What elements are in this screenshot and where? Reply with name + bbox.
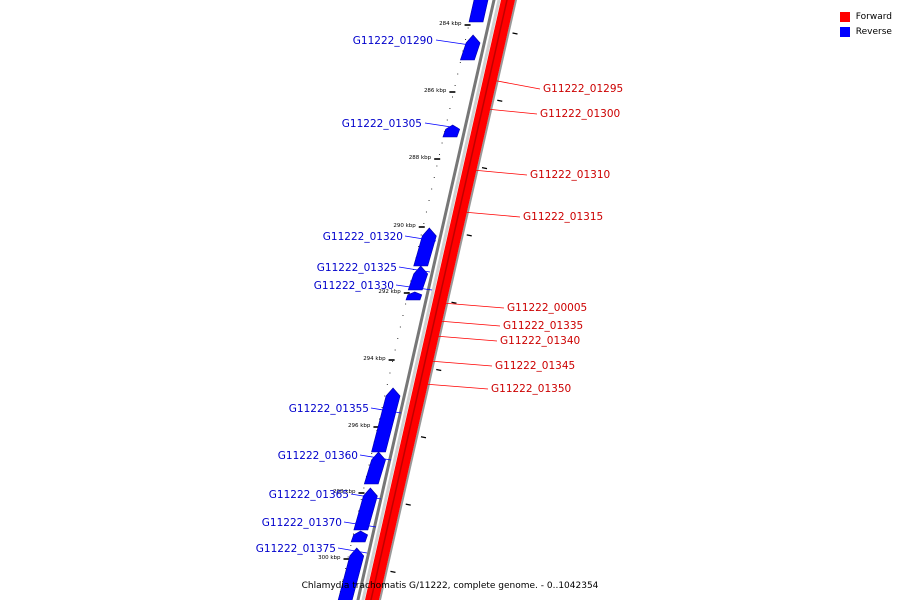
reverse-gene-label: G11222_01320: [323, 231, 403, 243]
forward-leader-line: [462, 211, 521, 218]
forward-gene-label: G11222_01345: [495, 360, 575, 372]
reverse-gene-label: G11222_01305: [342, 118, 422, 130]
reverse-gene-arrow: [371, 387, 401, 453]
reverse-leader-line: [398, 266, 431, 273]
right-tick: [451, 301, 457, 304]
reverse-gene-arrow: [405, 291, 423, 301]
reverse-gene-arrow: [350, 530, 368, 543]
forward-strand-band: [364, 0, 515, 600]
legend-label-reverse: Reverse: [855, 26, 892, 37]
reverse-gene-label: G11222_01360: [278, 450, 358, 462]
tick-label: 286 kbp: [424, 88, 447, 94]
forward-gene-label: G11222_00005: [507, 302, 587, 314]
reverse-gene-arrow: [413, 227, 437, 267]
forward-leader-line: [442, 302, 505, 309]
reverse-gene-arrow: [363, 451, 386, 485]
legend-item-reverse: Reverse: [839, 24, 892, 39]
tick-label: 288 kbp: [409, 155, 432, 161]
tick-label: 296 kbp: [348, 423, 371, 429]
right-tick: [436, 368, 442, 372]
right-tick: [420, 436, 427, 439]
reverse-gene-arrow: [459, 34, 481, 61]
forward-gene-label: G11222_01335: [503, 320, 583, 332]
reverse-gene-label: G11222_01375: [256, 543, 336, 555]
right-tick: [481, 166, 488, 170]
reverse-leader-line: [395, 284, 433, 291]
forward-leader-line: [491, 79, 541, 90]
reverse-leader-line: [435, 39, 471, 46]
forward-gene-label: G11222_01300: [540, 108, 620, 120]
right-tick: [405, 503, 411, 506]
tick-label: 292 kbp: [378, 289, 401, 295]
backbone-line-right: [378, 0, 518, 600]
reverse-leader-line: [343, 521, 377, 528]
reverse-leader-line: [424, 122, 459, 129]
reverse-swatch-icon: [839, 26, 850, 37]
reverse-gene-label: G11222_01355: [289, 403, 369, 415]
reverse-gene-label: G11222_01290: [353, 35, 433, 47]
tick-label: 290 kbp: [393, 223, 416, 229]
forward-leader-line: [486, 108, 538, 115]
right-tick: [466, 234, 472, 237]
reverse-leader-line: [350, 493, 382, 500]
reverse-gene-arrow: [337, 547, 365, 600]
forward-gene-label: G11222_01310: [530, 169, 610, 181]
right-tick: [390, 570, 396, 574]
reverse-leader-line: [404, 235, 437, 242]
tick-label: 300 kbp: [318, 555, 341, 561]
caption: Chlamydia trachomatis G/11222, complete …: [301, 581, 599, 591]
forward-gene-label: G11222_01340: [500, 335, 580, 347]
reverse-gene-label: G11222_01365: [269, 489, 349, 501]
reverse-leader-line: [337, 547, 368, 554]
backbone-line-mid: [361, 0, 501, 600]
backbone-line-left: [356, 0, 496, 600]
forward-leader-line: [438, 320, 501, 327]
reverse-gene-label: G11222_01370: [262, 517, 342, 529]
forward-gene-label: G11222_01315: [523, 211, 603, 223]
reverse-leader-line: [370, 407, 402, 414]
reverse-gene-label: G11222_01330: [314, 280, 394, 292]
tick-label: 284 kbp: [439, 21, 462, 27]
right-tick: [512, 32, 518, 35]
forward-gene-label: G11222_01295: [543, 83, 623, 95]
forward-leader-line: [472, 169, 528, 176]
reverse-gene-label: G11222_01325: [317, 262, 397, 274]
reverse-gene-arrow: [468, 0, 489, 23]
forward-swatch-icon: [839, 11, 850, 22]
forward-gene-label: G11222_01350: [491, 383, 571, 395]
legend-label-forward: Forward: [855, 11, 892, 22]
forward-strand-shade: [370, 0, 508, 600]
right-tick: [497, 99, 503, 102]
forward-leader-line: [424, 383, 489, 390]
reverse-gene-arrow: [353, 487, 378, 531]
legend-item-forward: Forward: [839, 9, 892, 24]
tick-label: 294 kbp: [363, 356, 386, 362]
reverse-leader-line: [359, 454, 392, 461]
forward-leader-line: [434, 335, 498, 342]
forward-leader-line: [429, 360, 493, 367]
legend: Forward Reverse: [839, 9, 892, 39]
reverse-gene-arrow: [407, 265, 429, 291]
tick-label: 298 kbp: [333, 489, 356, 495]
